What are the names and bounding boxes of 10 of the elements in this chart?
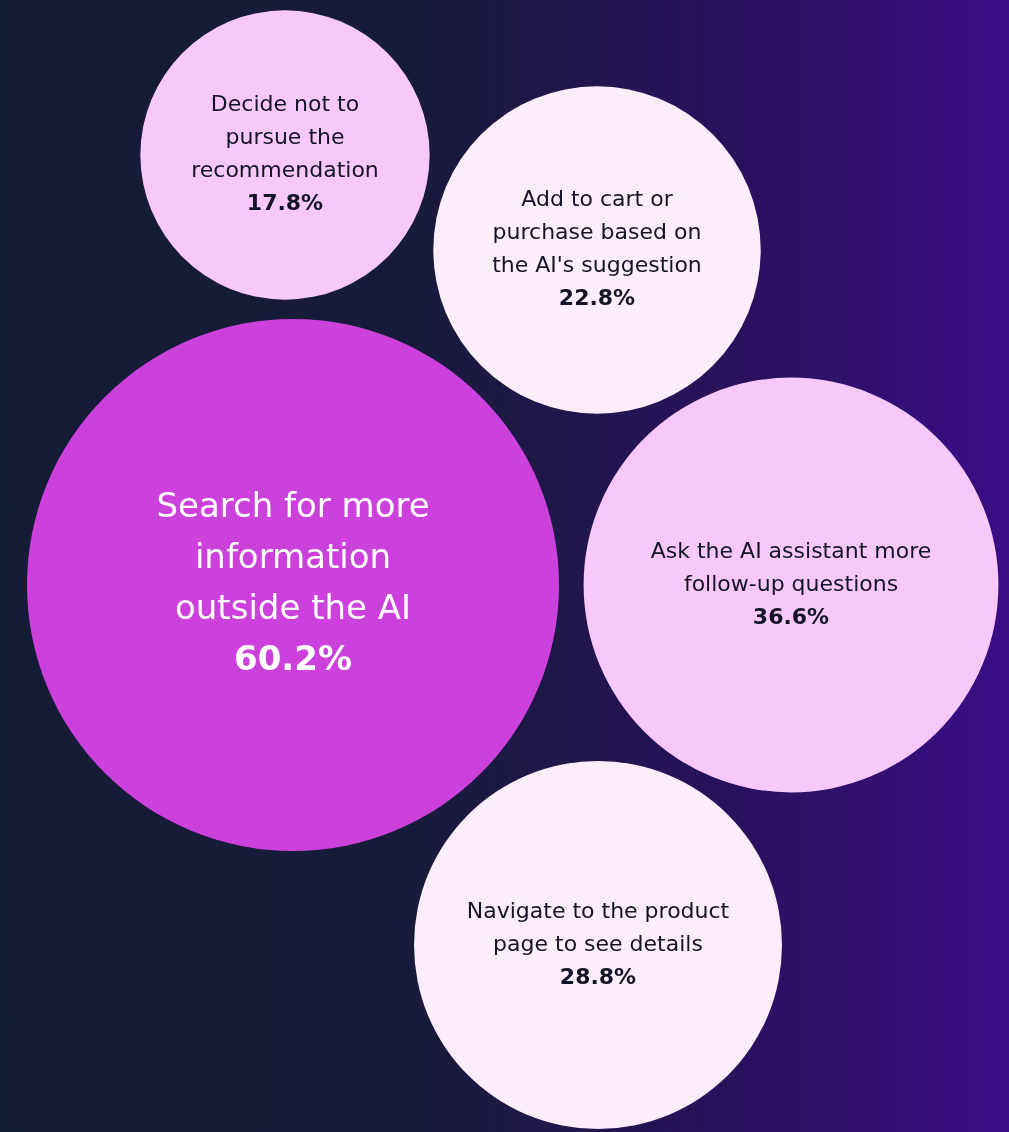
data-label: 60.2% — [234, 638, 352, 679]
category-label: Ask the AI assistant more follow-up questions — [650, 537, 932, 596]
data-label: 36.6% — [752, 603, 830, 629]
category-label: Decide not to pursue the recommendation — [191, 91, 379, 183]
category-label: Add to cart or purchase based on the AI's suggestion — [492, 186, 702, 278]
category-label: Navigate to the product page to see details — [466, 897, 730, 956]
category-label: Search for more information outside the AI — [156, 485, 430, 628]
data-label: 28.8% — [559, 963, 637, 989]
data-label: 17.8% — [246, 190, 324, 216]
data-label: 22.8% — [558, 285, 636, 311]
